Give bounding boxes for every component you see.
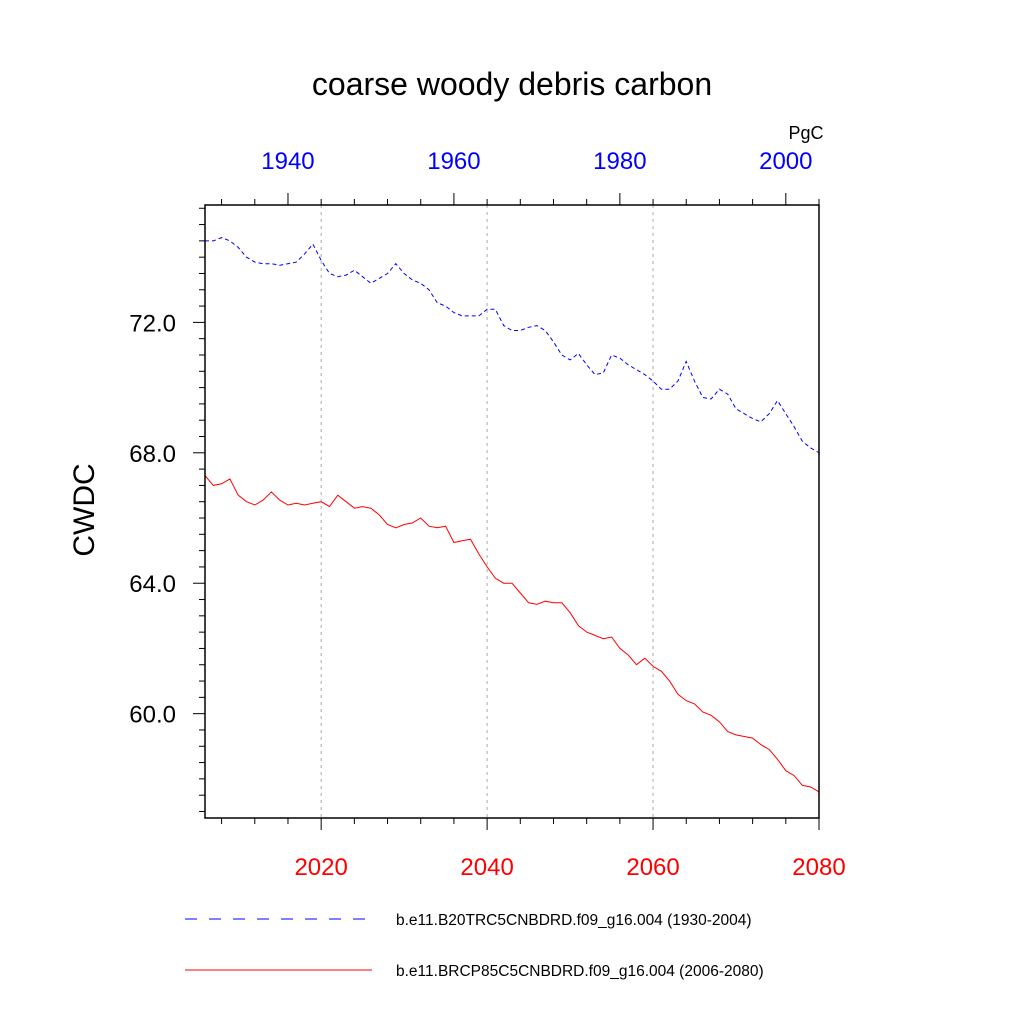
y-axis-title: CWDC [68, 463, 101, 556]
plot-frame [204, 204, 820, 819]
series-layer [204, 237, 820, 793]
x-bottom-tick-label: 2080 [792, 854, 845, 881]
x-axis-bottom: 2020 2040 2060 2080 [221, 818, 846, 881]
x-top-tick-label: 1940 [261, 148, 314, 175]
series-line-historical [205, 237, 820, 454]
y-axis: 60.0 64.0 68.0 72.0 [129, 207, 205, 812]
x-bottom-tick-label: 2040 [460, 854, 513, 881]
x-bottom-tick-label: 2060 [626, 854, 679, 881]
x-axis-top: 1940 1960 1980 2000 [221, 148, 820, 205]
y-tick-label: 60.0 [129, 702, 176, 729]
units-label: PgC [788, 123, 823, 143]
series-line-future [204, 475, 820, 793]
y-tick-label: 68.0 [129, 441, 176, 468]
x-bottom-tick-label: 2020 [294, 854, 347, 881]
legend-label-future: b.e11.BRCP85C5CNBDRD.f09_g16.004 (2006-2… [396, 963, 764, 980]
x-top-tick-label: 1980 [593, 148, 646, 175]
x-top-tick-label: 2000 [759, 148, 812, 175]
x-top-tick-label: 1960 [427, 148, 480, 175]
y-tick-label: 72.0 [129, 310, 176, 337]
legend: b.e11.B20TRC5CNBDRD.f09_g16.004 (1930-20… [185, 912, 764, 980]
grid-lines [320, 205, 654, 818]
y-tick-label: 64.0 [129, 571, 176, 598]
chart-title: coarse woody debris carbon [312, 66, 712, 102]
legend-label-historical: b.e11.B20TRC5CNBDRD.f09_g16.004 (1930-20… [396, 912, 752, 929]
